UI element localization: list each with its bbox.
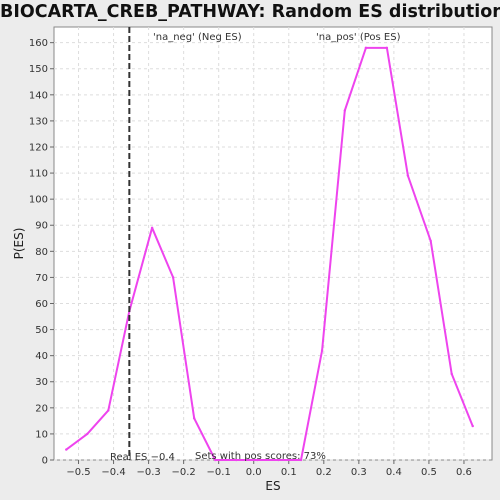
neg-es-label: 'na_neg' (Neg ES) (153, 32, 242, 43)
y-tick-label: 50 (35, 325, 48, 336)
series-line (65, 46, 474, 461)
data-point (171, 276, 175, 279)
pos-es-label: 'na_pos' (Pos ES) (316, 32, 401, 43)
x-tick-label: 0.4 (386, 467, 402, 478)
x-tick-label: −0.5 (66, 467, 90, 478)
y-axis-label: P(ES) (12, 228, 26, 260)
y-tick-label: 160 (29, 38, 48, 49)
y-tick-label: 70 (35, 273, 48, 284)
y-tick-label: 20 (35, 403, 48, 414)
x-tick-label: −0.3 (136, 467, 160, 478)
y-tick-label: 110 (29, 169, 48, 180)
y-tick-label: 0 (42, 456, 48, 467)
data-point (235, 458, 238, 462)
x-tick-label: 0.3 (351, 467, 367, 478)
x-tick-label: 0.2 (316, 467, 332, 478)
x-tick-label: −0.1 (207, 467, 231, 478)
data-point (385, 46, 389, 50)
y-tick-label: 100 (29, 195, 48, 206)
x-tick-label: 0.1 (281, 467, 297, 478)
y-tick-label: 150 (29, 64, 48, 75)
real-es-label: Real ES −0.4 (110, 452, 175, 463)
y-tick-label: 30 (35, 377, 48, 388)
pos-scores-label: Sets with pos scores: 73% (195, 451, 326, 462)
data-point (320, 349, 324, 352)
data-point (299, 458, 303, 462)
data-point (150, 226, 154, 230)
data-point (406, 174, 410, 177)
y-tick-label: 120 (29, 142, 48, 153)
y-tick-label: 80 (35, 247, 48, 258)
chart-title: BIOCARTA_CREB_PATHWAY: Random ES distrib… (0, 2, 500, 22)
data-point (277, 458, 280, 462)
data-point (192, 417, 196, 420)
y-tick-label: 10 (35, 429, 48, 440)
data-point (429, 239, 432, 243)
data-point (343, 109, 347, 112)
data-point (364, 46, 368, 50)
data-point (471, 424, 474, 428)
y-tick-label: 60 (35, 299, 48, 310)
grid-lines (54, 27, 492, 461)
y-tick-label: 40 (35, 351, 48, 362)
plot-area (53, 26, 493, 461)
data-point (256, 458, 259, 462)
data-point (107, 409, 110, 412)
x-tick-label: −0.2 (171, 467, 195, 478)
y-tick-label: 90 (35, 221, 48, 232)
x-tick-label: 0.6 (456, 467, 472, 478)
x-axis-label: ES (265, 479, 280, 493)
x-tick-label: 0.5 (421, 467, 437, 478)
x-tick-label: 0.0 (246, 467, 262, 478)
axes: 0 10 20 30 40 50 60 70 80 90 100 110 120 130 140 150 160… (29, 38, 472, 478)
data-point (213, 458, 217, 462)
y-tick-label: 140 (29, 90, 48, 101)
x-tick-label: −0.4 (101, 467, 125, 478)
data-point (65, 448, 68, 451)
data-point (450, 372, 453, 376)
y-tick-label: 130 (29, 116, 48, 127)
data-point (86, 432, 89, 436)
